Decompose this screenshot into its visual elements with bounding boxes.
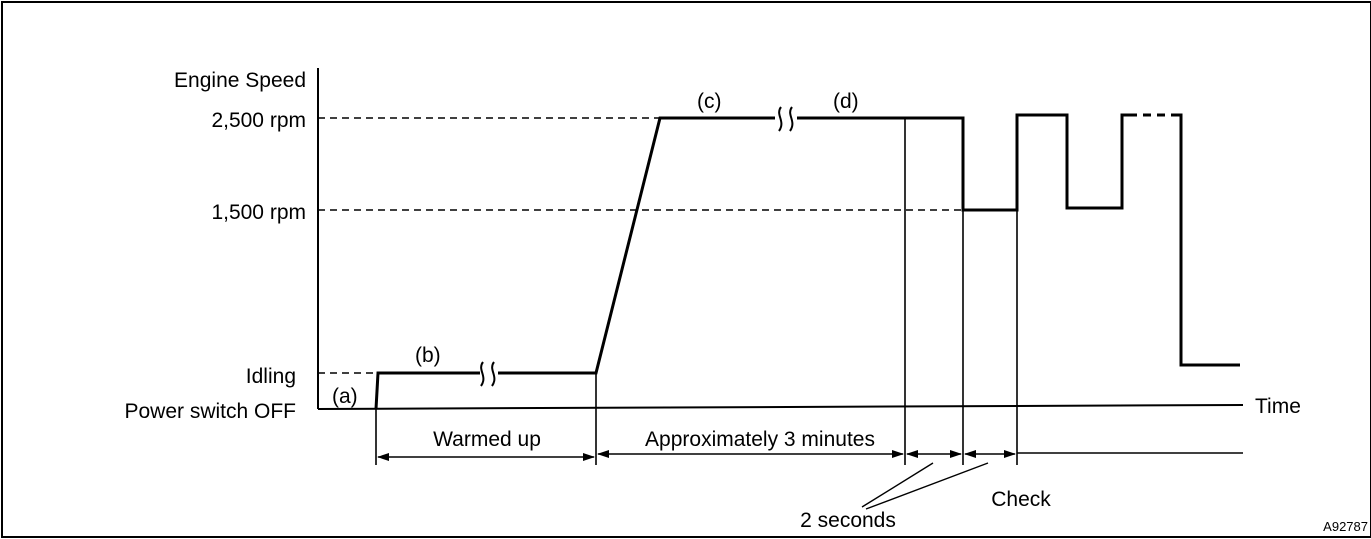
two-seconds-pointer-1	[861, 462, 934, 508]
y-axis-title: Engine Speed	[174, 69, 306, 92]
level-label-power-off: Power switch OFF	[124, 400, 296, 423]
interval-label-two-seconds: 2 seconds	[800, 509, 896, 532]
level-label-1500: 1,500 rpm	[211, 201, 306, 224]
speed-trace-end	[1172, 113, 1240, 367]
speed-trace-idle	[374, 371, 480, 410]
figure-id: A92787	[1323, 519, 1368, 534]
step-label-d: (d)	[833, 90, 859, 113]
step-label-a: (a)	[332, 385, 358, 408]
break-mark-c	[778, 106, 794, 132]
interval-label-check: Check	[991, 488, 1051, 511]
step-label-c: (c)	[697, 90, 722, 113]
interval-label-warmed-up: Warmed up	[433, 428, 541, 451]
level-label-idling: Idling	[246, 365, 296, 388]
interval-label-approx-3-min: Approximately 3 minutes	[645, 428, 875, 451]
break-mark-b	[480, 361, 496, 387]
speed-trace-idle-cont	[498, 116, 775, 375]
speed-trace-2500	[797, 113, 1129, 212]
two-seconds-pointer-2	[865, 462, 989, 510]
x-axis-title: Time	[1255, 395, 1301, 418]
step-label-b: (b)	[415, 344, 441, 367]
level-label-2500: 2,500 rpm	[211, 109, 306, 132]
time-axis	[317, 404, 1244, 410]
